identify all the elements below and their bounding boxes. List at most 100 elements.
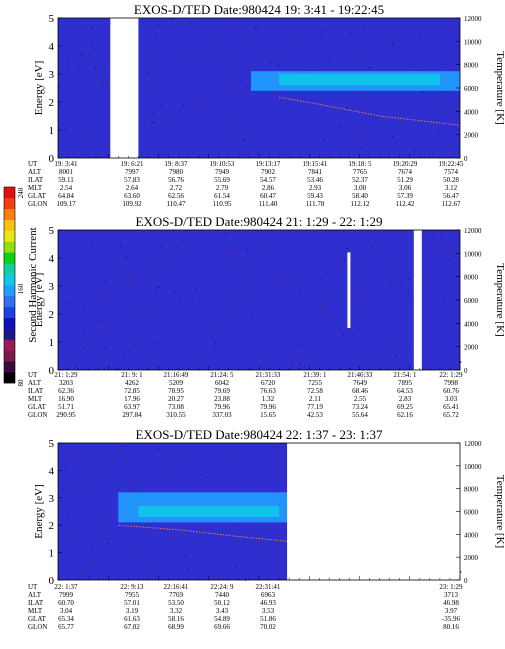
noise-point [262, 523, 265, 526]
noise-point [107, 72, 110, 74]
noise-point [93, 336, 96, 338]
noise-point [383, 307, 385, 309]
noise-point [361, 294, 363, 296]
noise-point [422, 101, 425, 104]
row-value-mlt: 23.88 [214, 395, 230, 403]
noise-point [188, 459, 190, 461]
noise-point [418, 55, 420, 57]
row-value-alt: 7841 [308, 168, 323, 176]
colorbar-cell [4, 252, 15, 264]
noise-point [346, 107, 348, 109]
row-value-ilat: 57.83 [124, 176, 140, 184]
row-value-alt: 3713 [444, 591, 459, 599]
noise-point [195, 288, 198, 290]
colorbar-frame [3, 186, 16, 384]
noise-point [230, 309, 232, 311]
noise-point [356, 91, 359, 94]
noise-point [223, 113, 226, 115]
y-tick-label: 5 [49, 225, 55, 237]
noise-point [256, 243, 258, 245]
data-gap [287, 443, 460, 580]
noise-point [217, 554, 220, 557]
noise-point [154, 289, 157, 292]
row-value-glon: 110.95 [213, 200, 232, 208]
noise-point [62, 489, 64, 492]
row-value-alt: 8001 [59, 168, 74, 176]
noise-point [235, 28, 237, 30]
noise-point [180, 463, 183, 465]
y2-tick-label: 8000 [464, 486, 479, 494]
colorbar-cell [4, 285, 15, 297]
row-value-mlt: 1.32 [262, 395, 275, 403]
row-label-alt: ALT [28, 591, 42, 599]
row-value-glon: 67.82 [124, 623, 140, 631]
row-label-glat: GLAT [28, 403, 47, 411]
colorbar-cell [4, 187, 15, 199]
row-value-glat: 65.41 [443, 403, 459, 411]
row-value-ut: 22: 1:37 [54, 583, 78, 591]
noise-point [229, 301, 232, 304]
noise-point [419, 32, 422, 35]
noise-point [103, 362, 105, 364]
y-axis-label: Energy [eV] [33, 273, 45, 327]
noise-point [93, 67, 96, 69]
noise-point [444, 103, 446, 105]
noise-point [323, 139, 325, 142]
colorbar-cell [4, 274, 15, 286]
noise-point [139, 297, 141, 299]
row-value-alt: 3203 [59, 379, 74, 387]
noise-point [349, 62, 351, 65]
noise-point [163, 463, 165, 466]
noise-point [211, 329, 213, 331]
row-value-glon: 42.53 [307, 411, 323, 419]
noise-point [97, 323, 100, 325]
y-tick-label: 1 [49, 337, 55, 349]
noise-point [342, 334, 345, 336]
noise-point [414, 150, 416, 153]
noise-point [439, 101, 441, 103]
y2-axis-label: Temperature [K] [494, 263, 505, 336]
noise-point [272, 271, 274, 274]
noise-point [258, 144, 260, 147]
y-axis-label: Energy [eV] [33, 484, 45, 538]
noise-point [260, 549, 263, 551]
row-value-ilat: 72.85 [124, 387, 140, 395]
noise-point [273, 446, 275, 448]
noise-point [322, 28, 324, 31]
noise-point [91, 27, 93, 29]
noise-point [390, 261, 392, 263]
noise-point [78, 69, 81, 72]
noise-point [64, 128, 67, 130]
intensity-band [138, 506, 280, 517]
noise-point [249, 334, 251, 336]
noise-point [109, 538, 111, 541]
row-value-ilat: 50.28 [443, 176, 459, 184]
row-value-alt: 4262 [125, 379, 140, 387]
noise-point [375, 117, 378, 119]
colorbar-cell [4, 372, 15, 384]
noise-point [244, 294, 246, 296]
noise-point [145, 524, 147, 527]
row-value-ilat: 46.98 [443, 599, 459, 607]
noise-point [377, 257, 379, 259]
row-value-glat: 51.86 [260, 615, 276, 623]
row-value-ut: 21:46:33 [348, 371, 373, 379]
noise-point [88, 459, 90, 461]
row-value-alt: 7949 [215, 168, 230, 176]
noise-point [395, 355, 397, 357]
noise-point [106, 143, 108, 146]
row-label-ut: UT [28, 371, 38, 379]
row-value-mlt: 3.06 [399, 184, 412, 192]
noise-point [438, 130, 440, 132]
noise-point [429, 279, 431, 281]
noise-point [304, 93, 307, 95]
noise-point [147, 72, 150, 74]
row-value-glon: 310.55 [166, 411, 186, 419]
noise-point [299, 363, 301, 365]
row-value-ilat: 53.46 [307, 176, 323, 184]
noise-point [108, 296, 111, 298]
noise-point [349, 100, 351, 102]
noise-point [91, 481, 93, 483]
y-tick-label: 5 [49, 438, 55, 450]
